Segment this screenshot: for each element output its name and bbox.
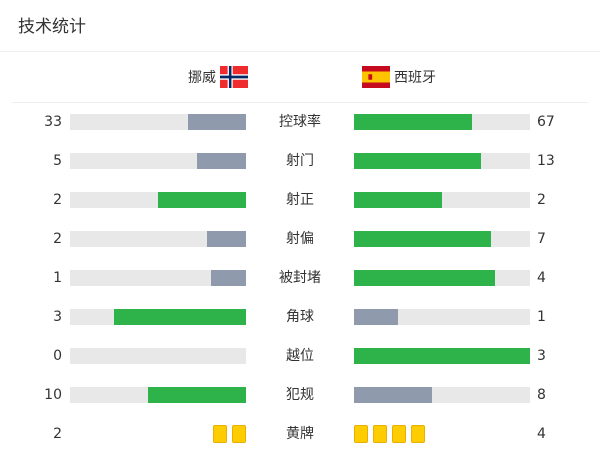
home-bar-track bbox=[70, 387, 246, 403]
away-value: 67 bbox=[537, 114, 555, 130]
stat-label: 射偏 bbox=[286, 231, 314, 247]
away-team-name: 西班牙 bbox=[394, 70, 436, 86]
yellow-card-icon bbox=[411, 425, 425, 443]
stat-row: 1 被封堵 4 bbox=[0, 268, 600, 288]
away-bar-track bbox=[354, 231, 530, 247]
away-value: 1 bbox=[537, 309, 546, 325]
stat-row: 3 角球 1 bbox=[0, 307, 600, 327]
away-bar-fill bbox=[354, 153, 482, 169]
away-value: 3 bbox=[537, 348, 546, 364]
spain-flag-icon bbox=[362, 66, 390, 88]
home-bar-fill bbox=[158, 192, 246, 208]
home-value: 0 bbox=[53, 348, 62, 364]
home-bar-track bbox=[70, 270, 246, 286]
away-bar-fill bbox=[354, 270, 495, 286]
home-bar-fill bbox=[206, 231, 246, 247]
stat-row: 10 犯规 8 bbox=[0, 385, 600, 405]
home-bar-track bbox=[70, 309, 246, 325]
away-bar-fill bbox=[354, 309, 398, 325]
home-bar-fill bbox=[148, 387, 246, 403]
yellow-card-icon bbox=[373, 425, 387, 443]
home-value: 5 bbox=[53, 153, 62, 169]
home-bar-fill bbox=[187, 114, 246, 130]
page-title: 技术统计 bbox=[18, 17, 86, 37]
away-bar-fill bbox=[354, 348, 530, 364]
home-bar-fill bbox=[210, 270, 246, 286]
home-value: 2 bbox=[53, 231, 62, 247]
away-bar-fill bbox=[354, 387, 433, 403]
stat-row: 2 射正 2 bbox=[0, 190, 600, 210]
divider bbox=[0, 51, 600, 52]
away-value: 13 bbox=[537, 153, 555, 169]
home-bar-track bbox=[70, 192, 246, 208]
stat-label: 黄牌 bbox=[286, 426, 314, 442]
away-value: 7 bbox=[537, 231, 546, 247]
yellow-card-icon bbox=[354, 425, 368, 443]
stat-label: 射正 bbox=[286, 192, 314, 208]
home-bar-fill bbox=[114, 309, 246, 325]
stat-label: 越位 bbox=[286, 348, 314, 364]
yellow-card-icon bbox=[392, 425, 406, 443]
norway-flag-icon bbox=[220, 66, 248, 88]
home-value: 3 bbox=[53, 309, 62, 325]
away-bar-track bbox=[354, 114, 530, 130]
home-team: 挪威 bbox=[188, 66, 248, 88]
away-bar-track bbox=[354, 387, 530, 403]
home-value: 33 bbox=[44, 114, 62, 130]
away-bar-fill bbox=[354, 114, 472, 130]
home-team-name: 挪威 bbox=[188, 70, 216, 86]
away-bar-track bbox=[354, 309, 530, 325]
stat-row: 2 黄牌 4 bbox=[0, 424, 600, 444]
home-bar-track bbox=[70, 153, 246, 169]
home-bar-track bbox=[70, 114, 246, 130]
stat-row: 5 射门 13 bbox=[0, 151, 600, 171]
away-value: 8 bbox=[537, 387, 546, 403]
home-value: 10 bbox=[44, 387, 62, 403]
stat-label: 角球 bbox=[286, 309, 314, 325]
home-bar-track bbox=[70, 231, 246, 247]
away-bar-track bbox=[354, 153, 530, 169]
away-value: 4 bbox=[537, 426, 546, 442]
away-bar-track bbox=[354, 348, 530, 364]
stat-label: 被封堵 bbox=[279, 270, 321, 286]
home-yellow-cards bbox=[213, 425, 246, 443]
stat-row: 0 越位 3 bbox=[0, 346, 600, 366]
stat-row: 33 控球率 67 bbox=[0, 112, 600, 132]
stat-row: 2 射偏 7 bbox=[0, 229, 600, 249]
stat-label: 控球率 bbox=[279, 114, 321, 130]
home-value: 2 bbox=[53, 426, 62, 442]
stat-label: 犯规 bbox=[286, 387, 314, 403]
home-value: 2 bbox=[53, 192, 62, 208]
home-value: 1 bbox=[53, 270, 62, 286]
away-value: 4 bbox=[537, 270, 546, 286]
away-value: 2 bbox=[537, 192, 546, 208]
yellow-card-icon bbox=[213, 425, 227, 443]
away-yellow-cards bbox=[354, 425, 425, 443]
yellow-card-icon bbox=[232, 425, 246, 443]
home-bar-fill bbox=[197, 153, 246, 169]
away-bar-track bbox=[354, 270, 530, 286]
away-bar-fill bbox=[354, 231, 491, 247]
away-bar-track bbox=[354, 192, 530, 208]
stat-label: 射门 bbox=[286, 153, 314, 169]
home-bar-track bbox=[70, 348, 246, 364]
away-team: 西班牙 bbox=[362, 66, 436, 88]
away-bar-fill bbox=[354, 192, 442, 208]
divider bbox=[12, 102, 588, 103]
